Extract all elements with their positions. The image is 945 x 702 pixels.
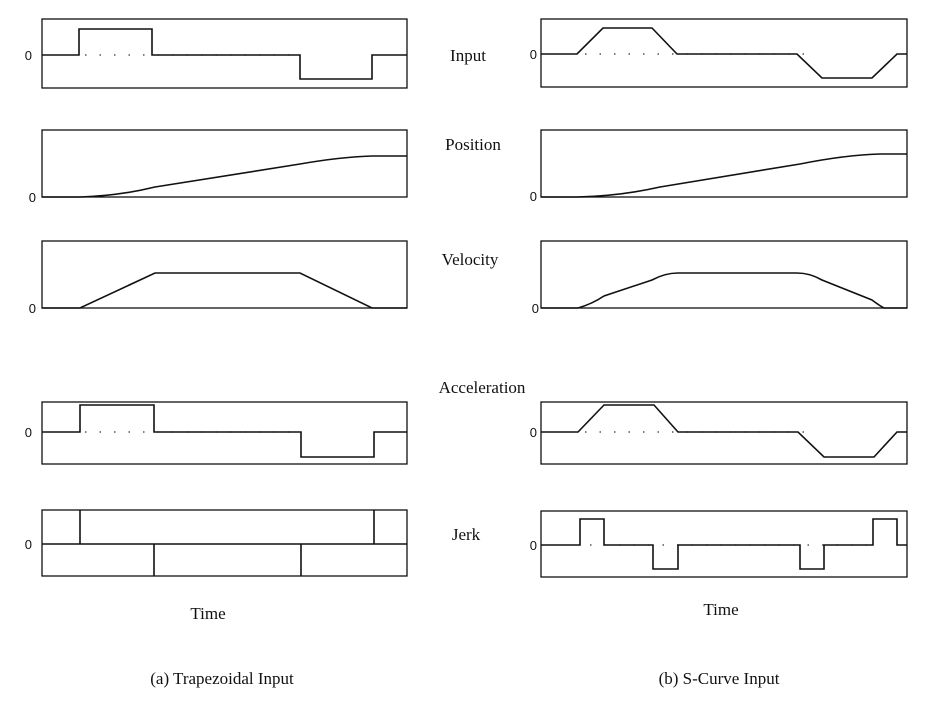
scurve-jerk-zero-label: 0 — [530, 538, 537, 553]
row-label-position: Position — [445, 135, 501, 154]
trap-acceleration-trace — [42, 404, 407, 458]
scurve-input-zero-label: 0 — [530, 47, 537, 62]
scurve-input-frame — [540, 18, 908, 88]
trap-position-trace — [42, 155, 407, 198]
trap-input-frame — [41, 18, 408, 89]
trap-input-plot: 0 — [25, 18, 408, 89]
trap-position-frame — [41, 129, 408, 198]
trapezoidal-column: 0 0 0 0 0 — [25, 18, 408, 688]
caption-s-curve: (b) S-Curve Input — [659, 669, 780, 688]
trap-jerk-zero-label: 0 — [25, 537, 32, 552]
trap-velocity-zero-label: 0 — [29, 301, 36, 316]
scurve-acceleration-trace — [541, 404, 907, 458]
scurve-acceleration-frame — [540, 401, 908, 465]
trap-velocity-trace — [42, 272, 407, 309]
scurve-position-plot: 0 — [530, 129, 908, 204]
trap-position-plot: 0 — [29, 129, 408, 205]
scurve-position-frame — [540, 129, 908, 198]
scurve-position-trace — [541, 153, 907, 198]
scurve-time-label: Time — [703, 600, 738, 619]
scurve-velocity-zero-label: 0 — [532, 301, 539, 316]
scurve-input-trace — [541, 27, 907, 79]
scurve-velocity-plot: 0 — [532, 240, 908, 316]
scurve-jerk-frame — [540, 510, 908, 578]
trap-input-trace — [42, 28, 407, 80]
row-label-acceleration: Acceleration — [439, 378, 526, 397]
row-label-input: Input — [450, 46, 486, 65]
s-curve-column: 0 0 0 0 0 Time — [530, 18, 908, 688]
trap-input-zero-label: 0 — [25, 48, 32, 63]
scurve-jerk-plot: 0 — [530, 510, 908, 578]
trap-acceleration-frame — [41, 401, 408, 465]
row-label-velocity: Velocity — [442, 250, 499, 269]
scurve-acceleration-zero-label: 0 — [530, 425, 537, 440]
caption-trapezoidal: (a) Trapezoidal Input — [150, 669, 294, 688]
trap-velocity-plot: 0 — [29, 240, 408, 316]
trap-jerk-plot: 0 — [25, 509, 408, 577]
trap-time-label: Time — [190, 604, 225, 623]
trap-acceleration-zero-label: 0 — [25, 425, 32, 440]
scurve-input-plot: 0 — [530, 18, 908, 88]
scurve-jerk-trace — [541, 518, 907, 570]
trap-velocity-frame — [41, 240, 408, 309]
scurve-velocity-trace — [541, 272, 907, 309]
trap-position-zero-label: 0 — [29, 190, 36, 205]
scurve-velocity-frame — [540, 240, 908, 309]
scurve-position-zero-label: 0 — [530, 189, 537, 204]
row-label-jerk: Jerk — [452, 525, 481, 544]
scurve-acceleration-plot: 0 — [530, 401, 908, 465]
trap-acceleration-plot: 0 — [25, 401, 408, 465]
trap-jerk-frame — [41, 509, 408, 577]
